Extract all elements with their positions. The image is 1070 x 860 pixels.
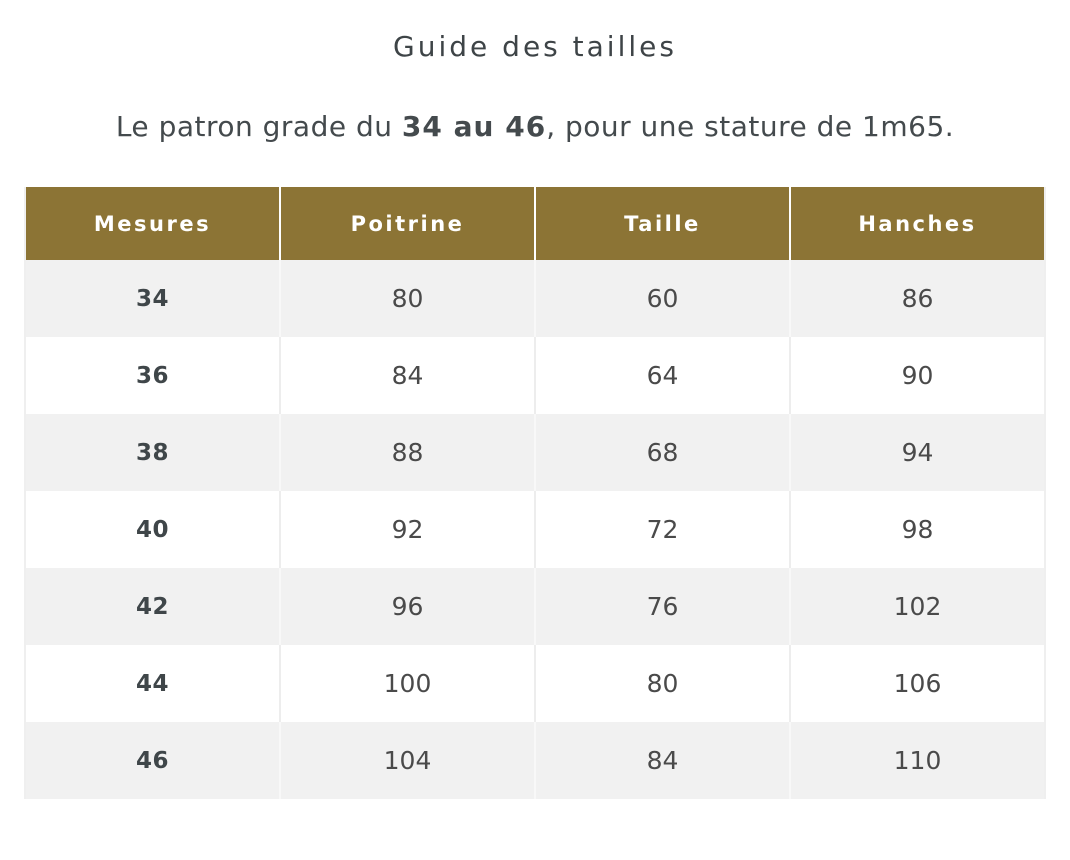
measurement-cell: 104 [279, 722, 535, 799]
measurement-cell: 94 [789, 414, 1045, 491]
measurement-cell: 88 [279, 414, 535, 491]
table-body: 34 80 60 86 36 84 64 90 38 88 68 94 40 9… [25, 260, 1045, 799]
measurement-cell: 80 [534, 645, 790, 722]
table-row: 38 88 68 94 [25, 414, 1045, 491]
measurement-cell: 98 [789, 491, 1045, 568]
subtitle-size-range: 34 au 46 [401, 110, 547, 143]
measurement-cell: 76 [534, 568, 790, 645]
column-header-poitrine: Poitrine [279, 187, 535, 260]
measurement-cell: 90 [789, 337, 1045, 414]
measurement-cell: 96 [279, 568, 535, 645]
measurement-cell: 72 [534, 491, 790, 568]
measurement-cell: 60 [534, 260, 790, 337]
measurement-cell: 92 [279, 491, 535, 568]
size-guide-table: Mesures Poitrine Taille Hanches 34 80 60… [24, 187, 1046, 799]
measurement-cell: 106 [789, 645, 1045, 722]
measurement-cell: 84 [534, 722, 790, 799]
size-cell: 38 [135, 439, 169, 466]
size-cell: 46 [135, 747, 169, 774]
page-subtitle: Le patron grade du 34 au 46, pour une st… [0, 110, 1070, 143]
table-row: 40 92 72 98 [25, 491, 1045, 568]
subtitle-prefix: Le patron grade du [115, 110, 402, 143]
table-row: 42 96 76 102 [25, 568, 1045, 645]
measurement-cell: 100 [279, 645, 535, 722]
table-row: 44 100 80 106 [25, 645, 1045, 722]
table-row: 36 84 64 90 [25, 337, 1045, 414]
size-cell: 40 [135, 516, 169, 543]
measurement-cell: 86 [789, 260, 1045, 337]
size-cell: 42 [135, 593, 169, 620]
column-header-mesures: Mesures [25, 187, 280, 260]
subtitle-suffix: , pour une stature de 1m65. [546, 110, 955, 143]
column-header-hanches: Hanches [789, 187, 1045, 260]
table-header: Mesures Poitrine Taille Hanches [25, 187, 1045, 260]
table-row: 34 80 60 86 [25, 260, 1045, 337]
measurement-cell: 64 [534, 337, 790, 414]
page-title: Guide des tailles [393, 30, 677, 63]
measurement-cell: 84 [279, 337, 535, 414]
measurement-cell: 80 [279, 260, 535, 337]
table-header-row: Mesures Poitrine Taille Hanches [25, 187, 1045, 260]
size-cell: 34 [135, 285, 169, 312]
measurement-cell: 102 [789, 568, 1045, 645]
size-cell: 44 [135, 670, 169, 697]
column-header-taille: Taille [534, 187, 790, 260]
measurement-cell: 68 [534, 414, 790, 491]
measurement-cell: 110 [789, 722, 1045, 799]
size-cell: 36 [135, 362, 169, 389]
table-row: 46 104 84 110 [25, 722, 1045, 799]
